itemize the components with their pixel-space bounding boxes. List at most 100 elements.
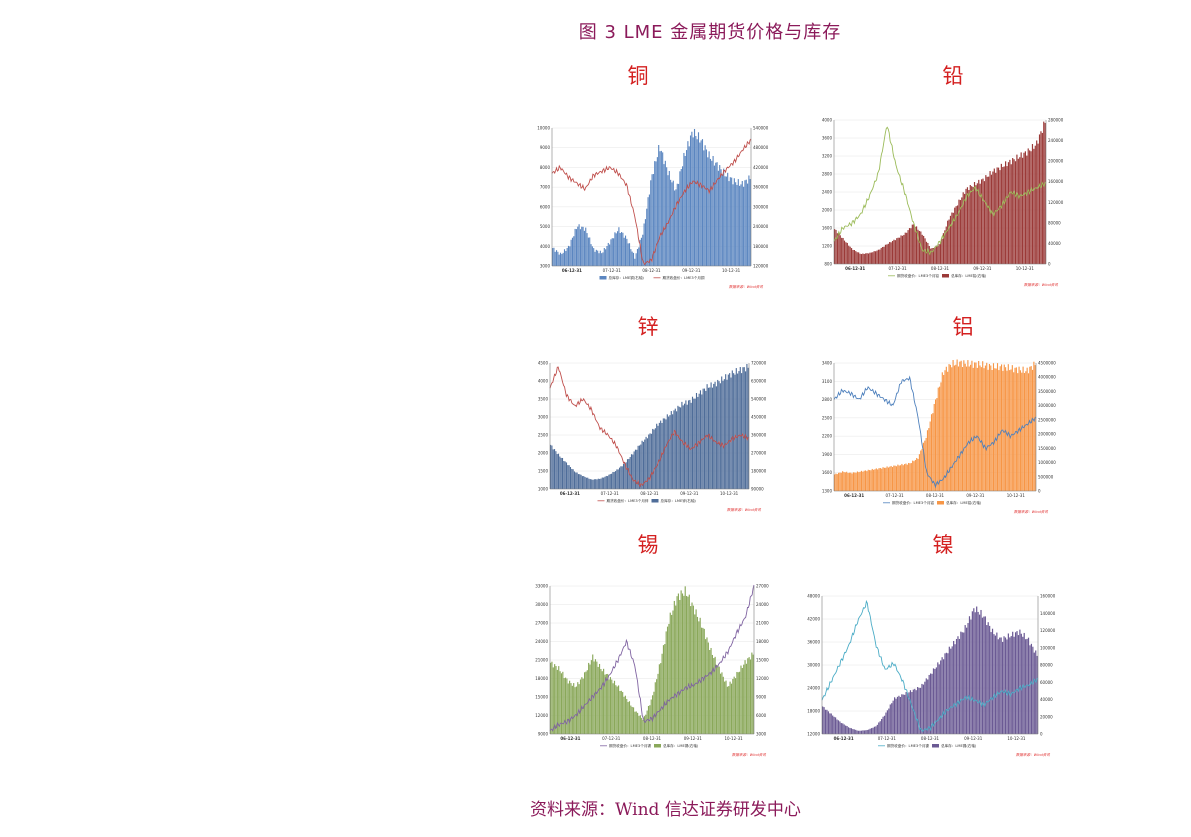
inventory-bar [731, 370, 733, 489]
inventory-bar [955, 364, 957, 491]
inventory-bar [951, 367, 953, 491]
inventory-bar [635, 253, 637, 266]
inventory-bar [978, 361, 980, 491]
inventory-bar [944, 653, 946, 734]
inventory-bar [985, 175, 987, 264]
inventory-bar [961, 367, 964, 491]
inventory-bar [713, 383, 715, 489]
inventory-bar [689, 135, 692, 266]
y-right-tick-label: 120000 [1048, 200, 1064, 205]
inventory-bar [681, 401, 683, 489]
chart-label-nickel: 镍 [932, 533, 954, 557]
inventory-bar [662, 152, 664, 266]
y-right-tick-label: 180000 [751, 469, 767, 474]
inventory-bar [562, 671, 564, 734]
chart-zinc: 1000 1500 2000 2500 3000 3500 4000 4500 90000 180… [528, 355, 773, 523]
inventory-bar [856, 730, 858, 734]
x-tick-label: 06-12-31 [844, 493, 864, 498]
inventory-bar [859, 730, 861, 734]
inventory-bar [577, 682, 579, 734]
inventory-bar [555, 666, 557, 734]
inventory-bar [688, 594, 690, 734]
chart-label-zinc: 锌 [637, 315, 659, 339]
y-left-tick-label: 3100 [822, 379, 833, 384]
inventory-bar [680, 169, 682, 266]
inventory-bar [1006, 639, 1008, 734]
inventory-bar [580, 474, 582, 489]
inventory-bar [968, 190, 970, 264]
inventory-bar [615, 471, 617, 489]
inventory-bar [1033, 148, 1035, 264]
inventory-bar [1006, 370, 1008, 491]
y-right-tick-label: 27000 [756, 584, 769, 589]
inventory-bar [1023, 632, 1025, 734]
inventory-bar [912, 689, 914, 734]
inventory-bar [574, 228, 576, 266]
inventory-bar [873, 469, 875, 491]
inventory-bar [887, 243, 889, 264]
inventory-bar [884, 244, 887, 264]
inventory-bar [719, 383, 721, 489]
inventory-bar [687, 141, 689, 266]
inventory-bar [699, 390, 702, 489]
inventory-bar [972, 367, 974, 491]
inventory-bar [953, 365, 955, 491]
inventory-bar [837, 720, 840, 734]
inventory-bar [715, 664, 718, 734]
inventory-bar [716, 162, 718, 266]
y-right-tick-label: 300000 [753, 204, 769, 209]
y-left-tick-label: 4500 [538, 361, 549, 366]
inventory-bar [593, 248, 595, 266]
inventory-bar [591, 246, 593, 266]
inventory-bar [914, 226, 916, 264]
inventory-bar [978, 614, 981, 734]
inventory-bar [631, 706, 633, 734]
inventory-bar [1020, 152, 1022, 264]
inventory-bar [859, 253, 861, 264]
inventory-bar [914, 688, 916, 734]
inventory-bar [878, 722, 880, 734]
inventory-bar [645, 436, 647, 489]
inventory-bar [613, 238, 615, 266]
y-left-tick-label: 42000 [807, 617, 820, 622]
inventory-bar [628, 701, 631, 734]
inventory-bar [604, 674, 606, 734]
inventory-bar [695, 609, 697, 734]
inventory-bar [913, 224, 915, 264]
inventory-bar [913, 461, 915, 491]
inventory-bar [646, 710, 648, 734]
inventory-bar [938, 664, 940, 734]
inventory-bar [640, 444, 642, 489]
inventory-bar [626, 238, 628, 266]
inventory-bar [967, 623, 969, 734]
inventory-bar [836, 233, 839, 264]
y-right-tick-label: 4500000 [1038, 361, 1056, 366]
inventory-bar [858, 730, 860, 734]
inventory-bar [1023, 152, 1025, 264]
inventory-bar [981, 617, 984, 734]
inventory-bar [687, 400, 690, 489]
inventory-bar [898, 695, 900, 734]
inventory-bar [630, 249, 632, 266]
y-left-tick-label: 33000 [535, 584, 548, 589]
inventory-bar [553, 247, 555, 266]
inventory-bar [596, 661, 598, 734]
inventory-bar [1009, 159, 1011, 264]
inventory-bar [923, 235, 925, 264]
inventory-bar [845, 242, 847, 264]
inventory-bar [634, 711, 636, 734]
inventory-bar [870, 728, 873, 734]
inventory-bar [849, 727, 851, 734]
inventory-bar [1033, 652, 1035, 734]
inventory-bar [603, 668, 605, 734]
inventory-bar [860, 470, 863, 491]
inventory-bar [584, 476, 586, 489]
y-right-tick-label: 360000 [753, 185, 769, 190]
inventory-bar [986, 625, 988, 734]
inventory-bar [882, 467, 884, 491]
inventory-bar [607, 673, 609, 734]
inventory-bar [970, 619, 972, 734]
inventory-bar [674, 190, 676, 266]
inventory-bar [561, 254, 563, 266]
inventory-bar [911, 224, 913, 264]
